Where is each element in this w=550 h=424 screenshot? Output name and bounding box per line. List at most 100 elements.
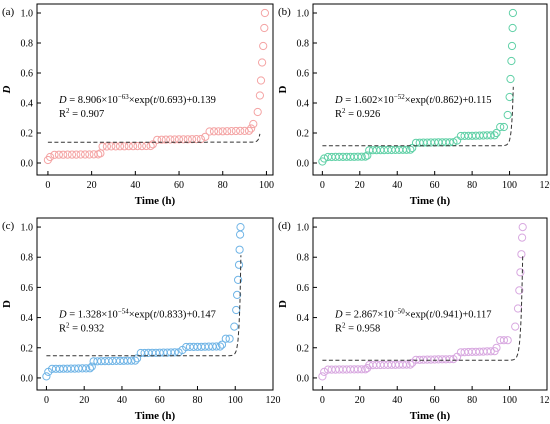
data-point: [111, 142, 120, 151]
y-tick-label: 1.0: [21, 9, 34, 20]
x-tick-label: 20: [355, 180, 365, 191]
data-point: [260, 8, 269, 18]
eq-tail: /0.862)+0.115: [432, 95, 491, 106]
y-tick-label: 0.4: [297, 99, 310, 110]
r2-superscript: 2: [66, 107, 70, 115]
data-point: [515, 286, 524, 295]
data-point: [85, 150, 94, 159]
r2-symbol: R: [335, 109, 342, 120]
x-tick-label: 40: [392, 180, 402, 191]
y-tick-label: 0.2: [297, 343, 310, 354]
data-point: [50, 150, 59, 159]
r-squared: R2 = 0.958: [335, 322, 380, 335]
data-point: [234, 260, 244, 269]
axis-ticks: 0 20 40 60 80 100 120 0.0 0.2 0.4 0.6 0.8 1.0: [21, 223, 281, 406]
data-points: [318, 8, 518, 166]
data-point: [221, 334, 230, 343]
y-tick-label: 0.0: [21, 159, 34, 170]
data-point: [127, 356, 136, 365]
y-tick-label: 0.6: [21, 69, 34, 80]
data-point: [217, 340, 227, 349]
x-tick-label: 100: [228, 395, 243, 406]
panel-b: 0 20 40 60 80 100 120 0.0 0.2 0.4 0.6 0.8 1.0 (b) D …: [277, 3, 550, 207]
data-point: [236, 230, 245, 239]
data-point: [192, 135, 201, 144]
y-tick-label: 0.4: [21, 99, 34, 110]
y-tick-label: 1.0: [21, 223, 34, 234]
x-tick-label: 20: [87, 180, 97, 191]
plot-frame: [312, 217, 548, 391]
y-axis-label: D: [1, 85, 13, 94]
data-point: [255, 91, 264, 100]
eq-lead: D: [58, 95, 67, 106]
data-point: [96, 149, 105, 158]
data-point: [503, 336, 512, 345]
eq-tail: /0.693)+0.139: [156, 95, 216, 106]
y-tick-label: 1.0: [297, 223, 310, 234]
r2-symbol: R: [59, 324, 66, 335]
x-tick-label: 40: [117, 395, 127, 406]
plot-frame: [312, 3, 548, 176]
eq-mid: ×exp(: [405, 95, 430, 106]
data-point: [234, 275, 243, 284]
eq-mid: ×exp(: [129, 95, 154, 106]
x-axis-label: Time (h): [410, 410, 451, 422]
data-point: [511, 322, 520, 331]
axis-ticks: 0 20 40 60 80 100 120 0.0 0.2 0.4 0.6 0.8 1.0: [297, 9, 550, 192]
x-tick-label: 40: [130, 180, 140, 191]
data-point: [517, 250, 526, 259]
data-point: [120, 142, 129, 151]
data-point: [205, 127, 214, 136]
data-point: [201, 132, 210, 141]
data-point: [179, 135, 188, 144]
plot-frame: [36, 217, 274, 391]
y-tick-label: 0.8: [21, 39, 34, 50]
data-point: [174, 135, 184, 144]
data-point: [124, 142, 133, 151]
axis-ticks: 0 20 40 60 80 100 120 0.0 0.2 0.4 0.6 0.8 1.0: [297, 223, 550, 406]
fit-curve: [46, 255, 242, 357]
x-tick-label: 60: [155, 395, 165, 406]
data-point: [161, 135, 170, 144]
eq-variable: t: [429, 310, 433, 321]
panel-tag: (d): [278, 220, 291, 232]
r-squared: R2 = 0.907: [59, 107, 104, 120]
data-point: [67, 150, 77, 159]
y-tick-label: 0.0: [297, 373, 310, 384]
data-point: [406, 360, 415, 369]
r2-superscript: 2: [66, 322, 70, 330]
data-point: [231, 126, 240, 136]
data-point: [236, 126, 245, 135]
y-tick-label: 0.2: [297, 129, 310, 140]
eq-variable: t: [153, 95, 157, 106]
data-point: [508, 8, 518, 18]
data-point: [402, 360, 411, 369]
data-point: [133, 142, 142, 151]
y-tick-label: 0.8: [297, 253, 310, 264]
y-tick-label: 0.4: [297, 313, 310, 324]
data-point: [490, 131, 499, 140]
panel-c: 0 20 40 60 80 100 120 0.0 0.2 0.4 0.6 0.8 1.0 (c) D …: [1, 217, 281, 422]
fit-equation: D = 2.867×10−50×exp(t/0.941)+0.117: [334, 308, 491, 321]
data-point: [72, 150, 81, 159]
data-point: [225, 334, 234, 343]
r2-symbol: R: [335, 324, 342, 335]
x-tick-label: 80: [218, 180, 228, 191]
r2-value: = 0.958: [346, 324, 381, 335]
eq-tail: /0.941)+0.117: [432, 310, 491, 321]
x-tick-label: 0: [320, 395, 325, 406]
panel-d: 0 20 40 60 80 100 120 0.0 0.2 0.4 0.6 0.8 1.0 (d) D …: [277, 217, 550, 422]
eq-exponent: −52: [394, 93, 405, 101]
data-point: [516, 268, 525, 277]
data-point: [107, 142, 116, 151]
eq-mid: ×exp(: [405, 310, 430, 321]
x-tick-label: 20: [355, 395, 365, 406]
x-tick-label: 120: [540, 395, 550, 406]
data-point: [236, 223, 245, 232]
x-tick-label: 80: [467, 180, 477, 191]
data-point: [102, 142, 112, 151]
r2-symbol: R: [59, 109, 66, 120]
data-point: [76, 150, 85, 159]
r2-value: = 0.932: [70, 324, 105, 335]
eq-exponent: −50: [394, 308, 405, 316]
